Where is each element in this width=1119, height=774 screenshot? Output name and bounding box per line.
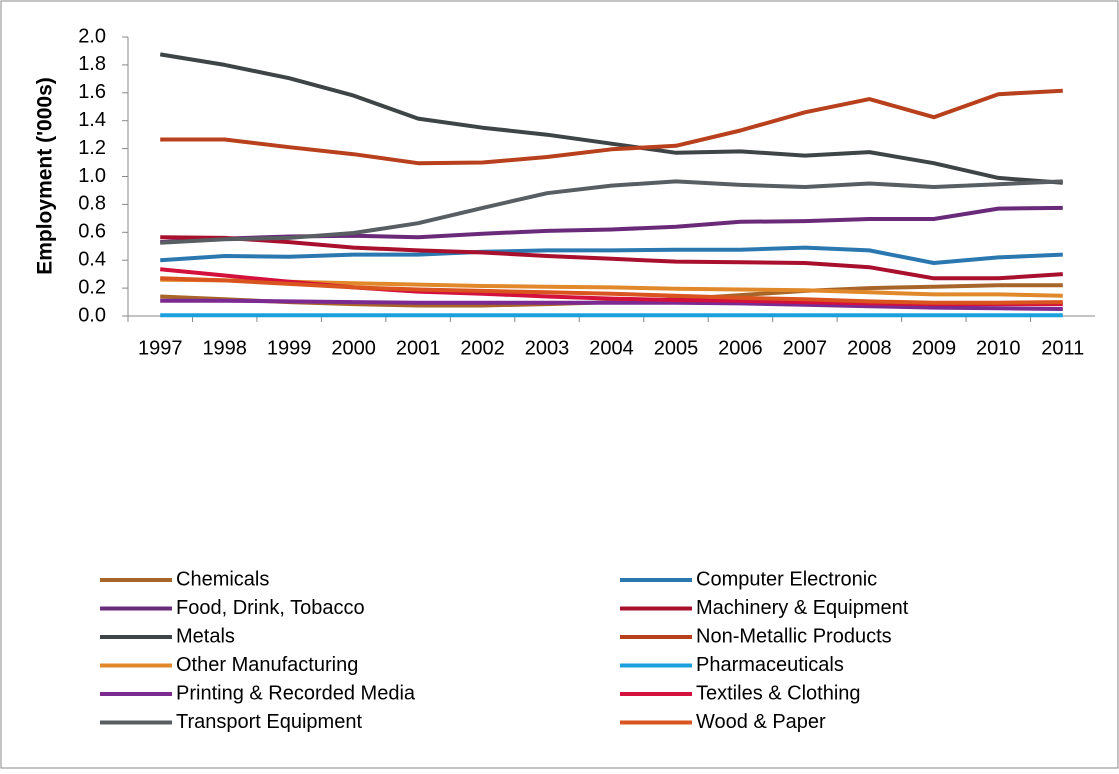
x-tick-label: 2004 — [589, 337, 634, 359]
series-line — [160, 88, 1063, 166]
y-tick-label: 0.8 — [78, 193, 106, 215]
x-tick-label: 2010 — [976, 337, 1021, 359]
legend-label: Chemicals — [176, 568, 269, 590]
series-line — [159, 52, 1063, 185]
legend-label: Machinery & Equipment — [696, 597, 909, 619]
x-tick-label: 2002 — [460, 337, 505, 359]
series-line — [160, 298, 1063, 311]
x-tick-label: 1998 — [202, 337, 247, 359]
x-tick-label: 2008 — [847, 337, 892, 359]
x-tick-label: 2003 — [525, 337, 570, 359]
x-tick-label: 2011 — [1041, 337, 1084, 359]
series-line — [160, 235, 1063, 281]
legend-label: Pharmaceuticals — [696, 654, 844, 676]
y-tick-label: 0.2 — [78, 276, 106, 298]
y-tick-label: 1.4 — [78, 109, 106, 131]
x-tick-label: 2007 — [783, 337, 828, 359]
x-tick-label: 1997 — [138, 337, 183, 359]
x-tick-label: 2000 — [331, 337, 376, 359]
y-axis-label: Employment ('000s) — [34, 77, 57, 275]
series-line — [160, 179, 1063, 245]
y-tick-label: 1.8 — [78, 53, 106, 75]
legend-label: Computer Electronic — [696, 568, 877, 590]
legend-label: Transport Equipment — [176, 711, 362, 733]
y-tick-label: 0.0 — [78, 304, 106, 326]
y-tick-label: 1.0 — [78, 165, 106, 187]
legend-label: Metals — [176, 625, 235, 647]
y-tick-label: 0.6 — [78, 221, 106, 243]
legend-label: Textiles & Clothing — [696, 682, 861, 704]
x-tick-label: 2006 — [718, 337, 763, 359]
y-tick-label: 0.4 — [78, 248, 106, 270]
y-tick-label: 1.6 — [78, 81, 106, 103]
x-tick-label: 2009 — [912, 337, 957, 359]
x-tick-label: 2001 — [396, 337, 441, 359]
legend-label: Printing & Recorded Media — [176, 682, 416, 704]
y-tick-label: 1.2 — [78, 137, 106, 159]
x-tick-label: 2005 — [654, 337, 699, 359]
series-line — [160, 245, 1063, 265]
legend-label: Non-Metallic Products — [696, 625, 892, 647]
y-tick-label: 2.0 — [78, 25, 106, 47]
legend-label: Other Manufacturing — [176, 654, 358, 676]
legend-label: Food, Drink, Tobacco — [176, 597, 365, 619]
legend-label: Wood & Paper — [696, 711, 826, 733]
x-tick-label: 1999 — [267, 337, 312, 359]
series-line — [160, 276, 1063, 305]
